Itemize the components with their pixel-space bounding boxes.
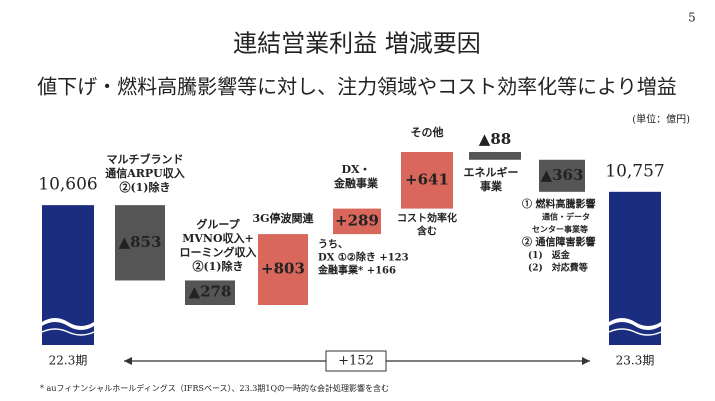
- category-label: その他: [411, 125, 444, 139]
- annotation: 通信・データ: [542, 212, 590, 222]
- annotation: (1) 返金: [528, 249, 571, 261]
- annotation: うち、: [318, 239, 348, 251]
- bar: [539, 159, 585, 192]
- bar: [333, 208, 381, 235]
- value-label: ▲278: [189, 283, 232, 301]
- value-label: 10,757: [605, 161, 664, 181]
- value-label: ▲363: [541, 166, 584, 184]
- wave: [41, 328, 95, 336]
- subtitle: 値下げ・燃料高騰影響等に対し、注力領域やコスト効率化等により増益: [37, 75, 677, 99]
- bar: [115, 205, 165, 281]
- value-label: +289: [335, 211, 379, 229]
- annotation: 金融事業* +166: [317, 264, 396, 277]
- value-label: 10,606: [38, 175, 97, 195]
- page-number: 5: [688, 11, 696, 25]
- wave: [42, 318, 94, 330]
- category-label: エネルギー事業: [464, 165, 519, 193]
- annotation: コスト効率化: [397, 212, 457, 225]
- bar: [185, 280, 235, 305]
- wave: [609, 318, 661, 330]
- bar: [469, 152, 521, 160]
- difference-box: [325, 350, 387, 372]
- footnote: * auフィナンシャルホールディングス（IFRSベース）、23.3期1Qの一時的…: [40, 383, 389, 393]
- bar: [401, 152, 453, 209]
- category-label: マルチブランド通信ARPU収入 ②(1)除き: [105, 152, 185, 194]
- annotation: (2) 対応費等: [528, 262, 588, 274]
- wave: [608, 328, 662, 336]
- annotation: センター事業等: [532, 224, 588, 234]
- value-label: +803: [261, 260, 305, 278]
- value-label: +641: [405, 170, 449, 188]
- annotation: DX ①②除き +123: [318, 251, 409, 264]
- value-label: ▲853: [119, 233, 162, 251]
- category-label: DX・金融事業: [333, 163, 379, 190]
- value-label: ▲88: [479, 130, 511, 148]
- arrow-head: [124, 357, 132, 365]
- unit: (単位：億円): [632, 113, 690, 126]
- category-label: 3G停波関連: [252, 211, 314, 225]
- arrow-head: [582, 357, 590, 365]
- annotation: ① 燃料高騰影響: [522, 198, 595, 211]
- x-label: 23.3期: [616, 354, 655, 368]
- title: 連結営業利益 増減要因: [233, 30, 481, 58]
- difference-label: +152: [338, 354, 374, 369]
- category-label: グループ MVNO収入+ローミング収入 ②(1)除き: [180, 217, 257, 273]
- annotation: ② 通信障害影響: [522, 235, 595, 248]
- x-label: 22.3期: [49, 354, 88, 368]
- annotation: 含む: [417, 225, 437, 238]
- bar: [258, 234, 308, 305]
